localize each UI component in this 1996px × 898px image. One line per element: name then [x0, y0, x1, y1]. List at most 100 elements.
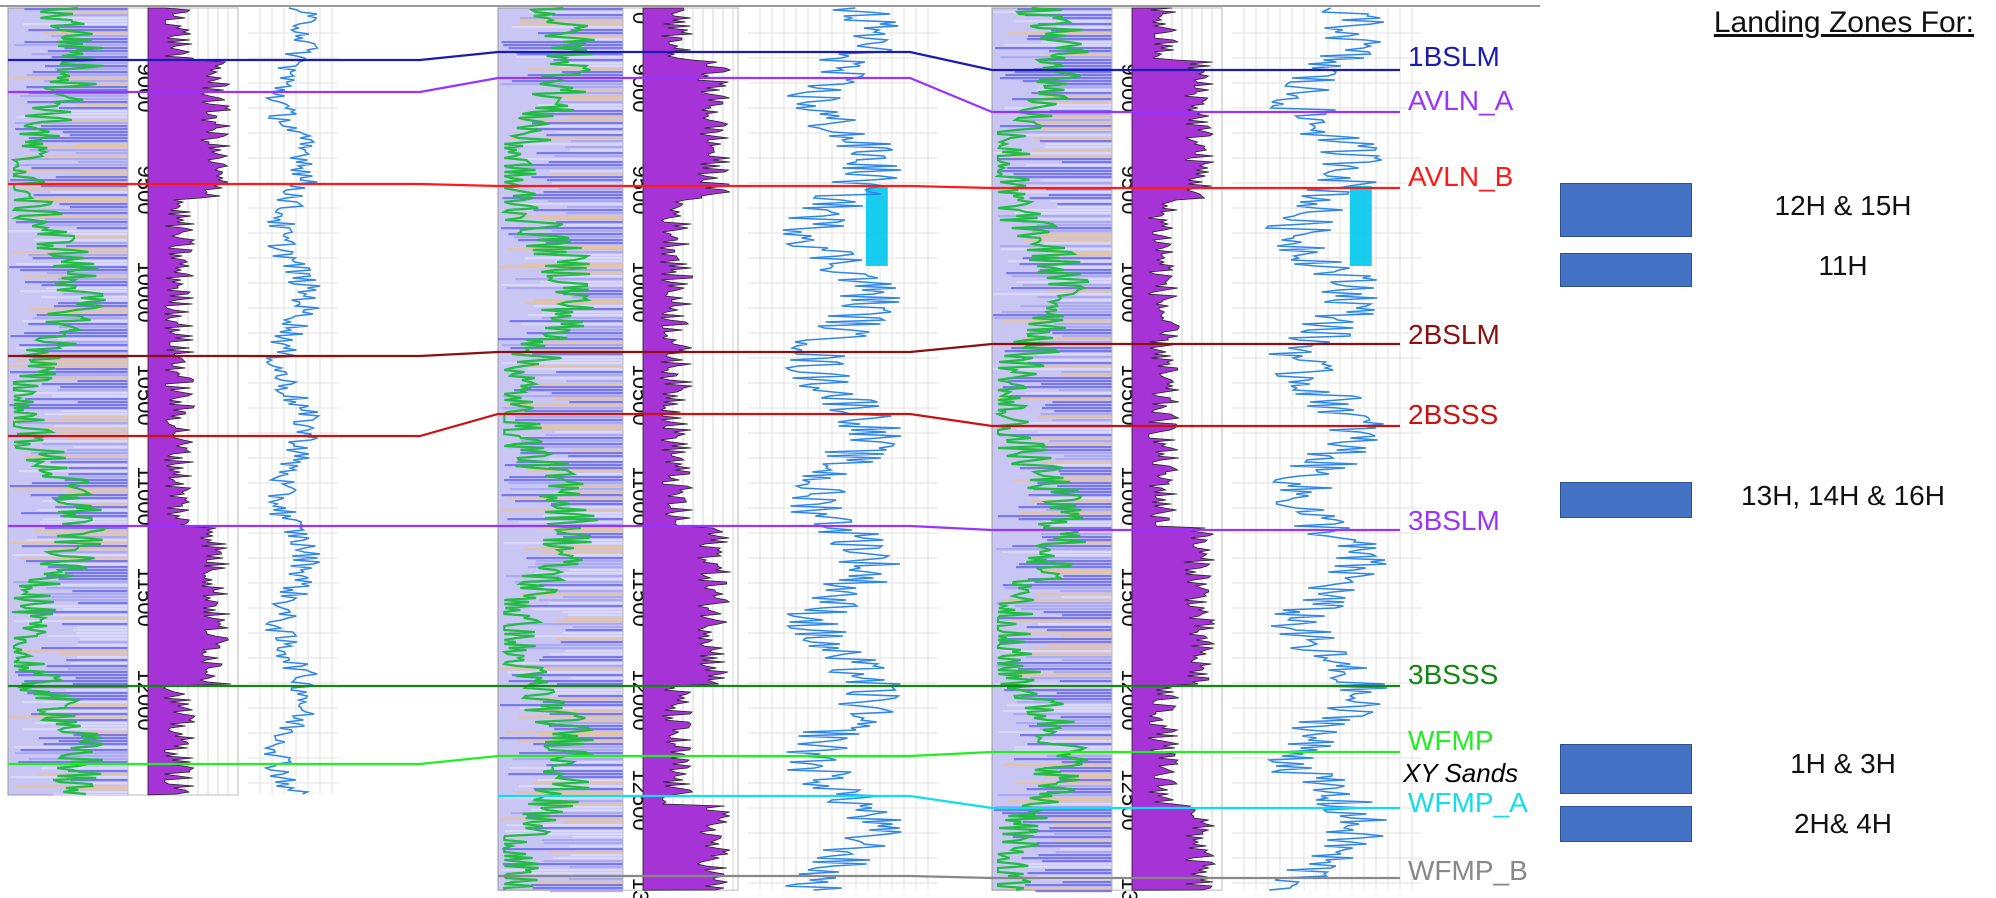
lithology-band [524, 410, 623, 413]
lithology-band [24, 155, 128, 158]
lithology-band [1037, 875, 1112, 878]
lithology-band [52, 395, 129, 398]
lithology-band [51, 56, 129, 59]
lithology-band [62, 608, 128, 611]
lithology-band [66, 491, 128, 494]
lithology-band [46, 587, 128, 590]
lithology-band [42, 476, 129, 479]
lithology-band [995, 47, 1112, 50]
lithology-band [1045, 521, 1112, 524]
lithology-band [506, 824, 623, 827]
lithology-band [1017, 8, 1112, 11]
lithology-band [1021, 695, 1112, 698]
lithology-band [525, 113, 623, 116]
lithology-band [1037, 482, 1112, 485]
lithology-band [71, 662, 128, 665]
gamma-ray-track [497, 6, 624, 893]
lithology-band [515, 419, 623, 422]
lithology-band [1011, 620, 1112, 623]
lithology-band [1061, 761, 1112, 764]
lithology-band [548, 200, 623, 203]
lithology-band [548, 602, 623, 605]
lithology-band [45, 218, 128, 221]
lithology-band [1018, 668, 1112, 671]
lithology-band [1046, 86, 1112, 89]
lithology-band [62, 623, 128, 626]
lithology-band [570, 677, 623, 680]
lithology-band [1062, 881, 1112, 884]
lithology-band [54, 26, 128, 29]
lithology-band [38, 737, 128, 740]
lithology-band [55, 176, 128, 179]
porosity-curve [262, 7, 321, 795]
lithology-band [28, 137, 129, 140]
lithology-band [43, 743, 128, 746]
lithology-band [1038, 116, 1112, 119]
gamma-ray-track [7, 6, 129, 797]
lithology-band [54, 68, 129, 71]
lithology-band [11, 77, 128, 80]
lithology-band [510, 662, 623, 665]
lithology-band [1061, 374, 1112, 377]
lithology-band [1016, 422, 1112, 425]
lithology-band [507, 671, 623, 674]
lithology-band [1025, 884, 1112, 887]
lithology-band [15, 128, 129, 131]
lithology-band [524, 257, 623, 260]
lithology-band [1052, 299, 1112, 302]
lithology-band [1051, 254, 1112, 257]
zone-box-12h-15h [1560, 183, 1692, 237]
lithology-band [1063, 737, 1112, 740]
lithology-band [559, 776, 623, 779]
lithology-band [565, 650, 623, 653]
lithology-band [1031, 803, 1112, 806]
lithology-band [64, 11, 128, 14]
lithology-band [1053, 671, 1112, 674]
lithology-band [1038, 431, 1112, 434]
lithology-band [42, 500, 128, 503]
lithology-band [11, 170, 128, 173]
lithology-band [64, 572, 128, 575]
lithology-band [1057, 203, 1112, 206]
lithology-band [1013, 479, 1112, 482]
lithology-band [511, 26, 623, 29]
lithology-band [57, 362, 128, 365]
formation-line-2bslm [8, 342, 1400, 358]
lithology-band [502, 197, 623, 200]
porosity-track [748, 7, 938, 891]
lithology-band [51, 497, 128, 500]
lithology-band [14, 122, 129, 125]
lithology-band [52, 212, 129, 215]
porosity-fill [865, 186, 888, 266]
lithology-band [557, 683, 623, 686]
lithology-band [28, 323, 129, 326]
lithology-band [1000, 599, 1112, 602]
lithology-band [19, 470, 128, 473]
lithology-band [543, 191, 623, 194]
lithology-band [57, 389, 129, 392]
lithology-band [76, 644, 128, 647]
lithology-band [540, 428, 623, 431]
lithology-band [999, 125, 1112, 128]
zone-box-13h-14h-16h [1560, 482, 1692, 518]
lithology-band [1026, 656, 1112, 659]
gamma-ray-curve [10, 6, 109, 796]
lithology-band [1009, 395, 1112, 398]
formation-line-avln-a [8, 76, 1400, 114]
lithology-band [519, 752, 623, 755]
lithology-band [1033, 797, 1112, 800]
lithology-band [20, 95, 128, 98]
formation-label-3bslm: 3BSLM [1408, 505, 1500, 536]
lithology-band [75, 152, 128, 155]
lithology-band [13, 488, 128, 491]
lithology-band [1055, 491, 1112, 494]
lithology-band [538, 584, 623, 587]
lithology-band [26, 74, 128, 77]
lithology-band [1010, 176, 1112, 179]
lithology-band [508, 680, 623, 683]
lithology-band [564, 617, 623, 620]
lithology-band [1055, 302, 1112, 305]
lithology-band [516, 461, 623, 464]
lithology-band [68, 770, 128, 773]
lithology-band [47, 566, 128, 569]
